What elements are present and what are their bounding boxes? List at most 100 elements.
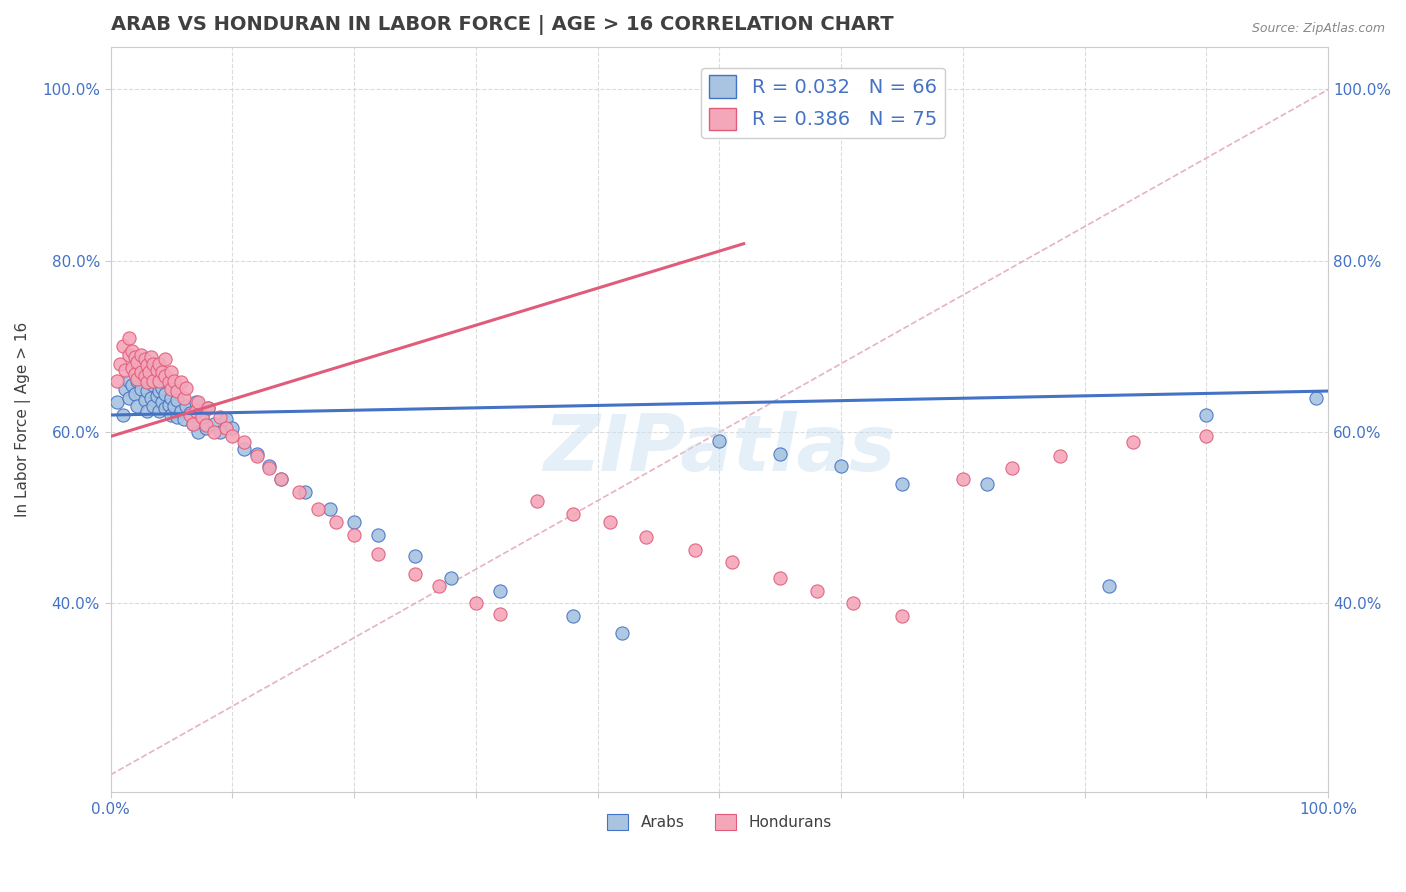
Point [769, 446, 792, 460]
Point [114, 363, 136, 377]
Point [146, 363, 169, 377]
Point [127, 400, 149, 414]
Point [174, 381, 197, 395]
Point [136, 403, 159, 417]
Point [148, 403, 170, 417]
Point [489, 607, 512, 621]
Point [139, 350, 162, 364]
Point [194, 418, 217, 433]
Point [163, 374, 186, 388]
Point [124, 386, 146, 401]
Point [191, 409, 214, 424]
Point [489, 583, 512, 598]
Point [157, 376, 180, 390]
Point [142, 400, 165, 414]
Point [720, 555, 742, 569]
Point [1305, 391, 1327, 405]
Point [215, 421, 238, 435]
Y-axis label: In Labor Force | Age > 16: In Labor Force | Age > 16 [15, 322, 31, 517]
Point [184, 403, 207, 417]
Point [173, 412, 195, 426]
Point [187, 395, 209, 409]
Point [127, 374, 149, 388]
Point [179, 408, 201, 422]
Point [221, 421, 243, 435]
Point [121, 360, 143, 375]
Point [257, 459, 280, 474]
Point [246, 446, 269, 460]
Point [160, 365, 183, 379]
Point [179, 406, 201, 420]
Point [105, 395, 128, 409]
Point [129, 382, 152, 396]
Point [257, 461, 280, 475]
Point [142, 374, 165, 388]
Point [307, 502, 329, 516]
Point [187, 425, 209, 439]
Point [184, 395, 207, 409]
Point [183, 417, 205, 431]
Point [118, 374, 141, 388]
Point [215, 412, 238, 426]
Point [1195, 429, 1218, 443]
Point [976, 476, 998, 491]
Point [166, 409, 188, 424]
Point [148, 384, 170, 398]
Point [111, 339, 134, 353]
Point [318, 502, 340, 516]
Point [367, 547, 389, 561]
Point [1098, 579, 1121, 593]
Point [610, 626, 633, 640]
Point [138, 365, 160, 379]
Point [197, 401, 219, 416]
Point [209, 425, 232, 439]
Point [129, 369, 152, 384]
Point [464, 597, 486, 611]
Point [121, 378, 143, 392]
Point [202, 425, 225, 439]
Point [1122, 435, 1144, 450]
Point [221, 429, 243, 443]
Point [636, 530, 658, 544]
Point [118, 391, 141, 405]
Legend: Arabs, Hondurans: Arabs, Hondurans [600, 808, 838, 837]
Point [136, 376, 159, 390]
Point [134, 369, 156, 384]
Point [952, 472, 974, 486]
Point [270, 472, 292, 486]
Point [118, 348, 141, 362]
Point [191, 409, 214, 424]
Point [197, 401, 219, 416]
Point [842, 597, 865, 611]
Point [194, 421, 217, 435]
Point [183, 417, 205, 431]
Point [146, 389, 169, 403]
Point [288, 485, 311, 500]
Point [148, 374, 170, 388]
Point [142, 378, 165, 392]
Point [155, 369, 177, 384]
Text: ARAB VS HONDURAN IN LABOR FORCE | AGE > 16 CORRELATION CHART: ARAB VS HONDURAN IN LABOR FORCE | AGE > … [111, 15, 893, 35]
Point [160, 382, 183, 396]
Point [1195, 408, 1218, 422]
Point [404, 549, 426, 564]
Point [121, 343, 143, 358]
Point [163, 400, 186, 414]
Point [367, 528, 389, 542]
Point [891, 476, 914, 491]
Point [562, 507, 585, 521]
Point [157, 398, 180, 412]
Text: ZIPatlas: ZIPatlas [543, 411, 896, 487]
Point [142, 357, 165, 371]
Point [233, 435, 256, 450]
Point [150, 365, 173, 379]
Point [127, 372, 149, 386]
Point [769, 571, 792, 585]
Point [136, 359, 159, 373]
Point [270, 472, 292, 486]
Point [150, 381, 173, 395]
Point [683, 543, 706, 558]
Point [440, 571, 463, 585]
Point [166, 384, 188, 398]
Point [150, 395, 173, 409]
